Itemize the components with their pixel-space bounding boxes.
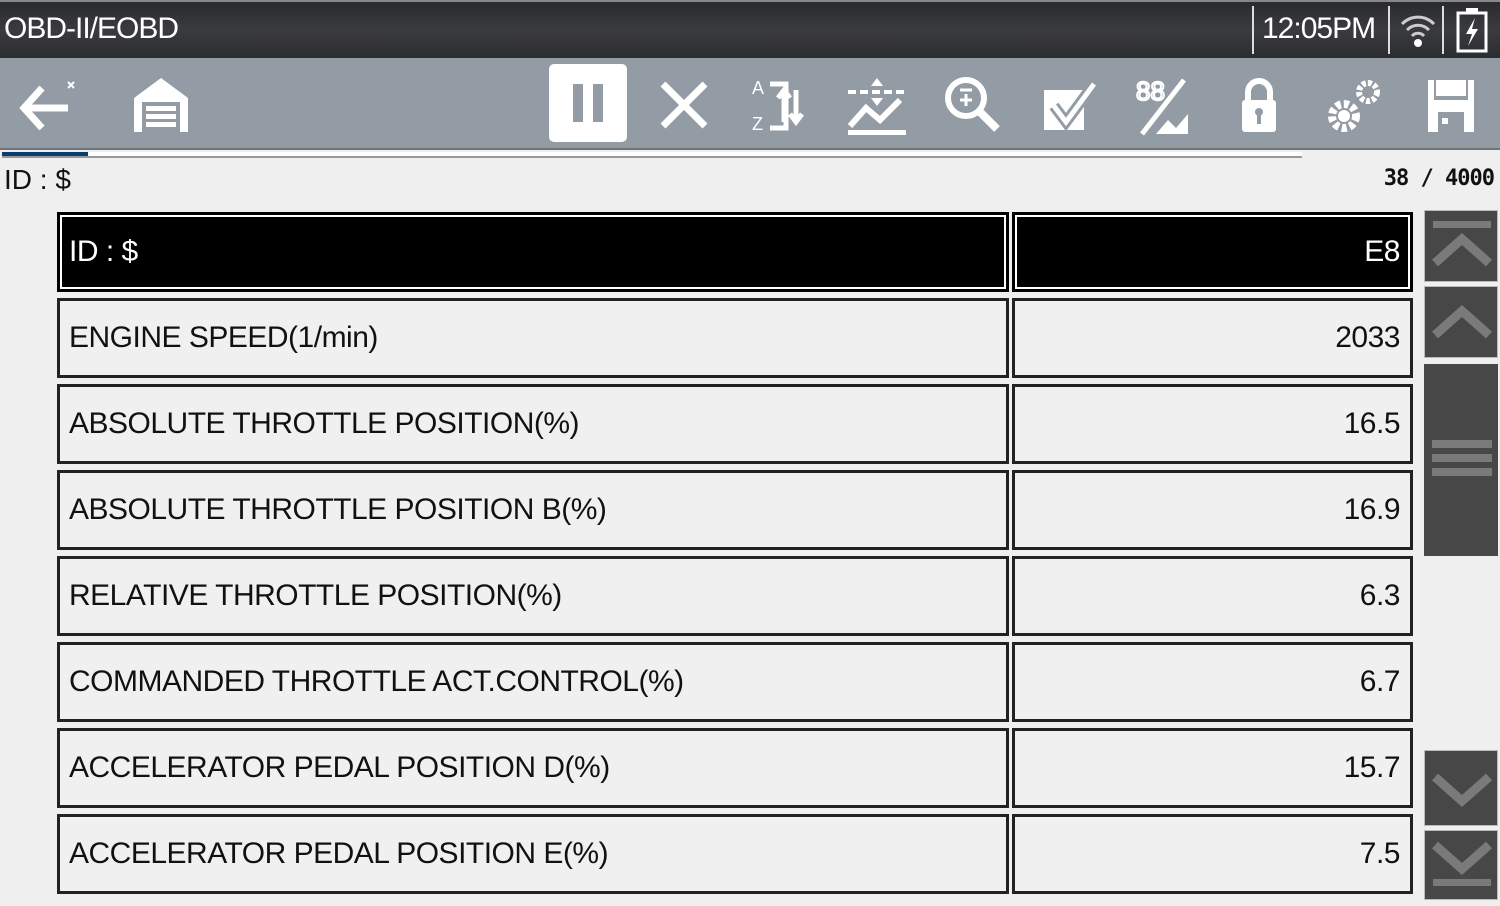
scroll-bottom-button[interactable] xyxy=(1424,830,1498,900)
parameter-value: 7.5 xyxy=(1012,814,1413,894)
clock: 12:05PM xyxy=(1252,6,1390,54)
home-button[interactable] xyxy=(122,66,200,144)
parameter-value: 16.5 xyxy=(1012,384,1413,464)
table-row[interactable]: ABSOLUTE THROTTLE POSITION(%) 16.5 xyxy=(57,384,1413,464)
title-bar: OBD-II/EOBD 12:05PM xyxy=(0,0,1500,58)
trigger-button[interactable] xyxy=(838,66,916,144)
svg-text:A: A xyxy=(752,78,764,98)
parameter-name: ACCELERATOR PEDAL POSITION E(%) xyxy=(57,814,1009,894)
scroll-down-button[interactable] xyxy=(1424,750,1498,826)
digital-graph-icon: 88 xyxy=(1135,75,1188,136)
scroll-up-button[interactable] xyxy=(1424,286,1498,358)
parameter-value: 16.9 xyxy=(1012,470,1413,550)
double-chevron-up-icon xyxy=(1432,221,1492,267)
trigger-graph-icon xyxy=(847,78,906,135)
zoom-icon xyxy=(945,77,1000,132)
clear-button[interactable] xyxy=(645,66,723,144)
parameter-name: ABSOLUTE THROTTLE POSITION(%) xyxy=(57,384,1009,464)
zoom-button[interactable] xyxy=(934,66,1012,144)
table-row[interactable]: ABSOLUTE THROTTLE POSITION B(%) 16.9 xyxy=(57,470,1413,550)
select-button[interactable] xyxy=(1030,66,1108,144)
double-chevron-down-icon xyxy=(1432,841,1492,886)
parameter-value: 2033 xyxy=(1012,298,1413,378)
table-row[interactable]: ENGINE SPEED(1/min) 2033 xyxy=(57,298,1413,378)
table-row[interactable]: RELATIVE THROTTLE POSITION(%) 6.3 xyxy=(57,556,1413,636)
parameter-name: ACCELERATOR PEDAL POSITION D(%) xyxy=(57,728,1009,808)
grip-icon xyxy=(1432,440,1492,476)
parameter-name: COMMANDED THROTTLE ACT.CONTROL(%) xyxy=(57,642,1009,722)
parameter-name: RELATIVE THROTTLE POSITION(%) xyxy=(57,556,1009,636)
checkbox-check-icon xyxy=(1044,80,1099,132)
parameter-value: E8 xyxy=(1012,212,1413,292)
back-button[interactable] xyxy=(10,66,88,144)
sort-az-icon: AZ xyxy=(752,78,804,134)
svg-text:Z: Z xyxy=(752,114,763,134)
garage-home-icon xyxy=(134,78,188,132)
app-title: OBD-II/EOBD xyxy=(4,12,179,45)
lock-button[interactable] xyxy=(1220,66,1298,144)
parameter-value: 15.7 xyxy=(1012,728,1413,808)
progress-fill xyxy=(2,152,88,156)
close-icon xyxy=(660,81,708,129)
table-row[interactable]: COMMANDED THROTTLE ACT.CONTROL(%) 6.7 xyxy=(57,642,1413,722)
pause-icon xyxy=(573,84,603,122)
gears-icon xyxy=(1328,80,1380,132)
battery-charging-icon xyxy=(1442,6,1498,54)
floppy-save-icon xyxy=(1428,80,1474,132)
wifi-icon xyxy=(1400,15,1436,47)
svg-text:88: 88 xyxy=(1136,76,1165,106)
table-row-selected[interactable]: ID : $ E8 xyxy=(57,212,1413,292)
graph-view-button[interactable]: 88 xyxy=(1124,66,1202,144)
parameter-name: ENGINE SPEED(1/min) xyxy=(57,298,1009,378)
chevron-down-icon xyxy=(1432,773,1492,808)
scroll-top-button[interactable] xyxy=(1424,210,1498,282)
pause-button[interactable] xyxy=(549,64,627,142)
table-row[interactable]: ACCELERATOR PEDAL POSITION D(%) 15.7 xyxy=(57,728,1413,808)
parameter-value: 6.3 xyxy=(1012,556,1413,636)
table-row[interactable]: ACCELERATOR PEDAL POSITION E(%) 7.5 xyxy=(57,814,1413,894)
scrollbar-thumb[interactable] xyxy=(1424,364,1498,556)
save-button[interactable] xyxy=(1412,66,1490,144)
parameter-value: 6.7 xyxy=(1012,642,1413,722)
selected-parameter-label: ID : $ xyxy=(4,164,71,195)
lock-icon xyxy=(1242,78,1276,132)
back-arrow-icon xyxy=(19,81,75,131)
settings-button[interactable] xyxy=(1316,66,1394,144)
frame-counter: 38 / 4000 xyxy=(1383,166,1495,191)
parameter-name: ID : $ xyxy=(57,212,1009,292)
recording-progress-bar[interactable] xyxy=(2,152,1302,158)
parameter-name: ABSOLUTE THROTTLE POSITION B(%) xyxy=(57,470,1009,550)
chevron-up-icon xyxy=(1432,304,1492,339)
